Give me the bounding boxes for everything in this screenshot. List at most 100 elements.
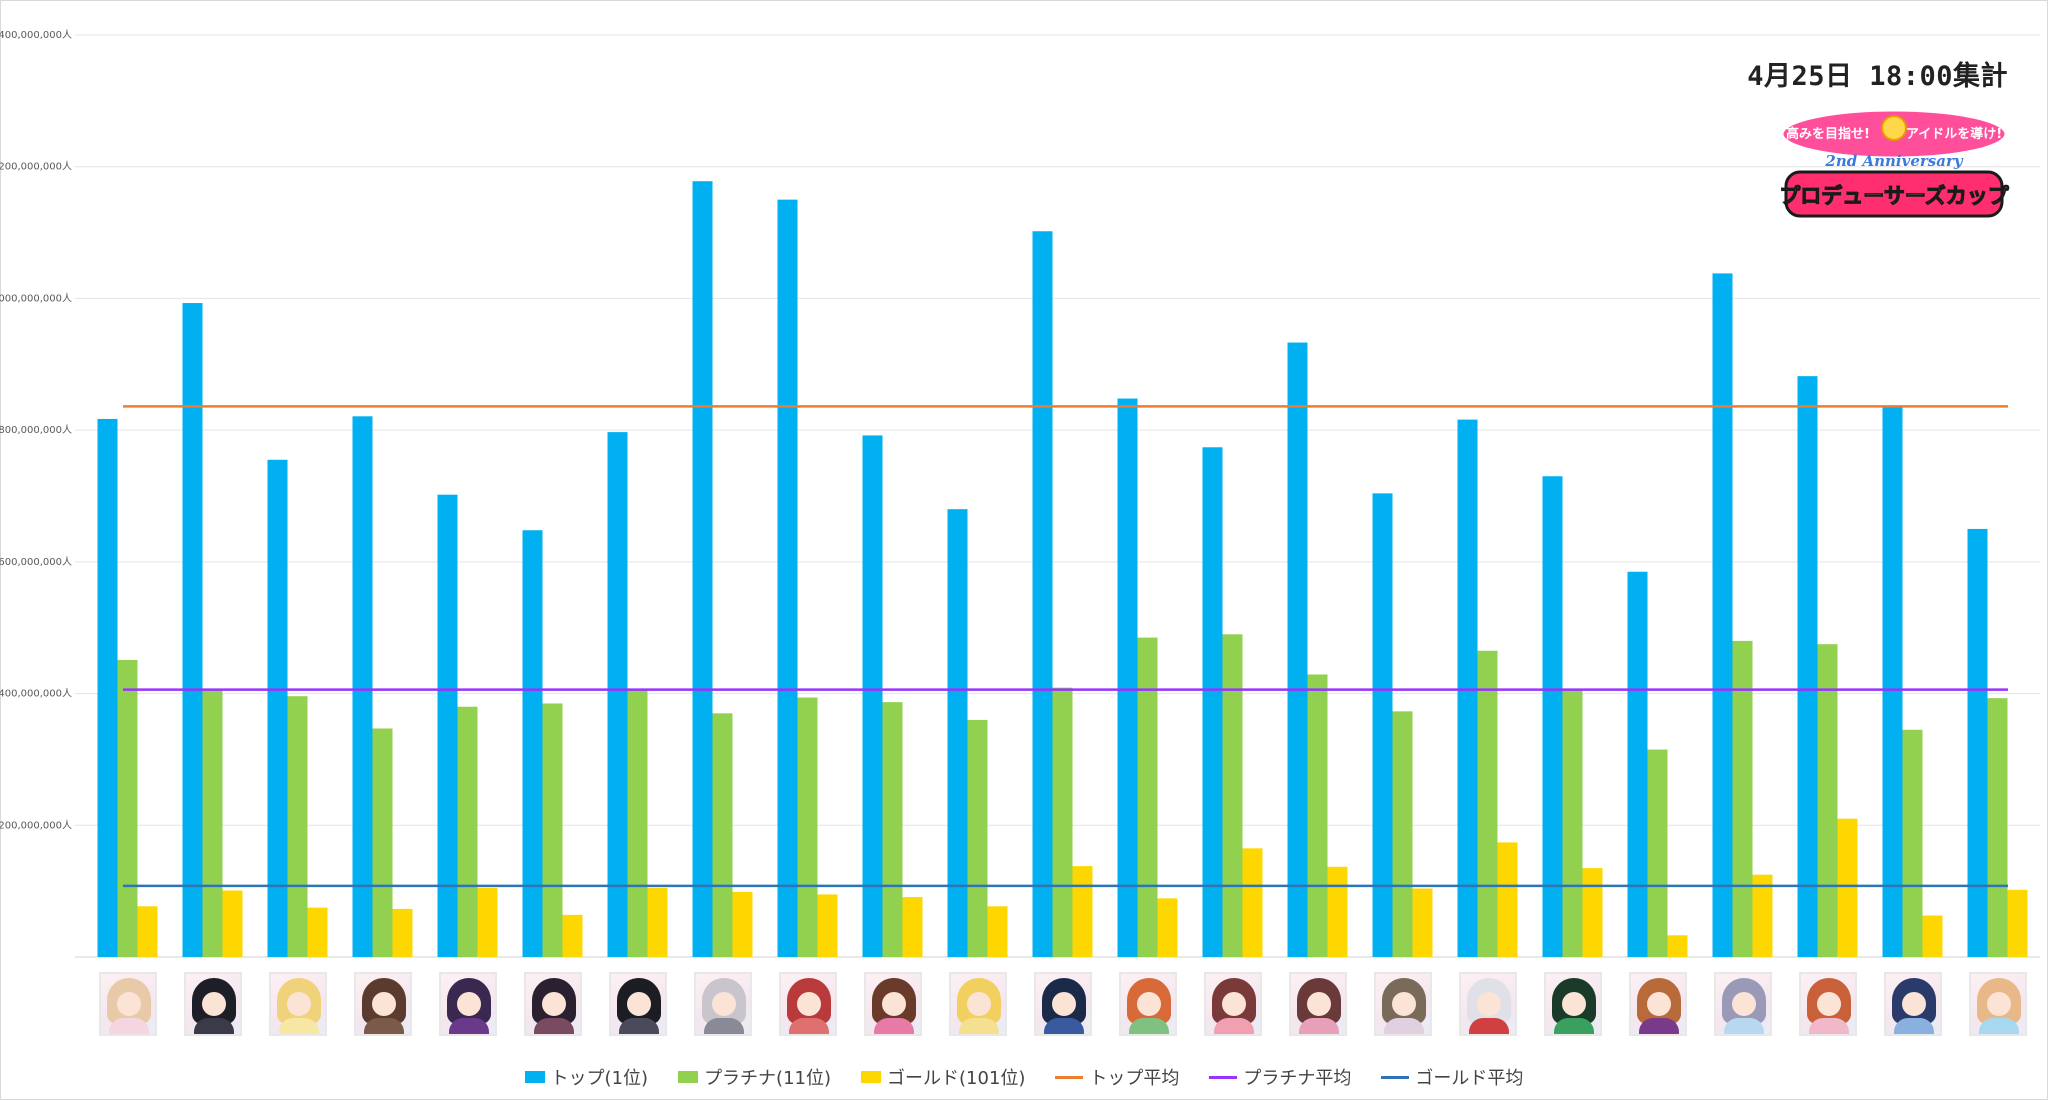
bar-gold-5 bbox=[477, 887, 498, 957]
y-tick-label: 800,000,000人 bbox=[0, 424, 72, 436]
avatar-face bbox=[116, 992, 141, 1016]
bar-top-17 bbox=[1457, 419, 1478, 957]
bar-platinum-19 bbox=[1647, 749, 1668, 957]
avatar-face bbox=[1306, 992, 1331, 1016]
bar-platinum-5 bbox=[457, 706, 478, 957]
bar-gold-15 bbox=[1327, 866, 1348, 957]
legend-item-top: トップ(1位) bbox=[524, 1064, 649, 1090]
legend-swatch-gold-average bbox=[1381, 1075, 1410, 1079]
avatar-outfit bbox=[788, 1018, 829, 1034]
bar-gold-1 bbox=[137, 906, 158, 957]
idol-avatar-14 bbox=[1203, 972, 1262, 1036]
bar-platinum-21 bbox=[1817, 644, 1838, 957]
bar-gold-2 bbox=[222, 890, 243, 957]
event-logo: 高みを目指せ! アイドルを導け! 2nd Anniversary プロデューサー… bbox=[1779, 108, 2010, 218]
avatar-outfit bbox=[1213, 1018, 1254, 1034]
avatar-outfit bbox=[958, 1018, 999, 1034]
legend-item-gold: ゴールド(101位) bbox=[861, 1064, 1025, 1090]
avatar-outfit bbox=[1978, 1018, 2019, 1034]
legend-item-platinum-average: プラチナ平均 bbox=[1209, 1064, 1351, 1090]
average-lines bbox=[123, 405, 2008, 888]
avatar-face bbox=[1391, 992, 1416, 1016]
idol-avatar-17 bbox=[1458, 972, 1517, 1036]
bar-gold-12 bbox=[1072, 866, 1093, 957]
bar-platinum-7 bbox=[627, 690, 648, 957]
bar-top-6 bbox=[522, 530, 543, 957]
bar-platinum-18 bbox=[1562, 690, 1583, 957]
bar-gold-23 bbox=[2007, 889, 2028, 957]
avatar-outfit bbox=[1383, 1018, 1424, 1034]
y-tick-label: 600,000,000人 bbox=[0, 556, 72, 568]
bar-gold-21 bbox=[1837, 818, 1858, 957]
avatar-outfit bbox=[278, 1018, 319, 1034]
bar-top-5 bbox=[437, 494, 458, 957]
avatar-face bbox=[286, 992, 311, 1016]
idol-avatar-2 bbox=[183, 972, 242, 1036]
bar-top-16 bbox=[1372, 493, 1393, 957]
bar-top-1 bbox=[97, 418, 118, 957]
bar-platinum-8 bbox=[712, 713, 733, 957]
avatar-outfit bbox=[618, 1018, 659, 1034]
bar-top-9 bbox=[777, 199, 798, 958]
avatar-face bbox=[1051, 992, 1076, 1016]
y-tick-label: 1,000,000,000人 bbox=[0, 292, 72, 304]
bar-gold-6 bbox=[562, 914, 583, 957]
legend-item-gold-average: ゴールド平均 bbox=[1381, 1064, 1523, 1090]
avatar-outfit bbox=[1043, 1018, 1084, 1034]
bar-gold-9 bbox=[817, 894, 838, 957]
avatar-face bbox=[966, 992, 991, 1016]
bar-top-10 bbox=[862, 435, 883, 957]
idol-avatar-9 bbox=[778, 972, 837, 1036]
avatar-outfit bbox=[1808, 1018, 1849, 1034]
bar-top-18 bbox=[1542, 476, 1563, 957]
idol-avatar-23 bbox=[1968, 972, 2027, 1036]
idol-avatar-12 bbox=[1033, 972, 1092, 1036]
logo-text-top-left: 高みを目指せ! bbox=[1786, 126, 1870, 142]
avatar-outfit bbox=[1553, 1018, 1594, 1034]
idol-avatar-1 bbox=[98, 972, 157, 1036]
bar-gold-10 bbox=[902, 897, 923, 957]
avatar-face bbox=[1476, 992, 1501, 1016]
bar-top-23 bbox=[1967, 528, 1988, 957]
crown-icon bbox=[1881, 115, 1907, 141]
avatar-face bbox=[796, 992, 821, 1016]
idol-avatar-21 bbox=[1798, 972, 1857, 1036]
bar-top-12 bbox=[1032, 231, 1053, 958]
idol-avatar-5 bbox=[438, 972, 497, 1036]
bar-gold-8 bbox=[732, 891, 753, 957]
idol-avatar-18 bbox=[1543, 972, 1602, 1036]
bar-gold-13 bbox=[1157, 898, 1178, 957]
bar-gold-3 bbox=[307, 907, 328, 957]
bar-gold-4 bbox=[392, 908, 413, 957]
idol-avatar-3 bbox=[268, 972, 327, 1036]
avatar-face bbox=[1731, 992, 1756, 1016]
idol-avatar-19 bbox=[1628, 972, 1687, 1036]
avatar-face bbox=[371, 992, 396, 1016]
bar-top-15 bbox=[1287, 342, 1308, 957]
bar-platinum-3 bbox=[287, 696, 308, 957]
avatar-face bbox=[1986, 992, 2011, 1016]
idol-avatar-10 bbox=[863, 972, 922, 1036]
logo-text-top-right: アイドルを導け! bbox=[1906, 126, 2002, 142]
legend-swatch-top bbox=[524, 1071, 545, 1083]
idol-avatar-15 bbox=[1288, 972, 1347, 1036]
avatar-outfit bbox=[1128, 1018, 1169, 1034]
avatar-face bbox=[1221, 992, 1246, 1016]
avatar-outfit bbox=[533, 1018, 574, 1034]
bar-platinum-12 bbox=[1052, 687, 1073, 957]
legend-label-gold-average: ゴールド平均 bbox=[1415, 1068, 1524, 1089]
avatar-outfit bbox=[448, 1018, 489, 1034]
legend-label-platinum: プラチナ(11位) bbox=[704, 1068, 832, 1089]
avatar-outfit bbox=[1298, 1018, 1339, 1034]
idol-avatar-4 bbox=[353, 972, 412, 1036]
legend-label-top: トップ(1位) bbox=[550, 1068, 649, 1089]
avatar-face bbox=[456, 992, 481, 1016]
avatar-face bbox=[626, 992, 651, 1016]
bar-platinum-6 bbox=[542, 703, 563, 957]
bar-gold-11 bbox=[987, 906, 1008, 957]
legend-swatch-top-average bbox=[1055, 1075, 1084, 1079]
avatar-outfit bbox=[1468, 1018, 1509, 1034]
legend: トップ(1位) プラチナ(11位) ゴールド(101位) トップ平均 プラチナ平… bbox=[0, 1064, 2048, 1090]
bar-top-11 bbox=[947, 509, 968, 957]
